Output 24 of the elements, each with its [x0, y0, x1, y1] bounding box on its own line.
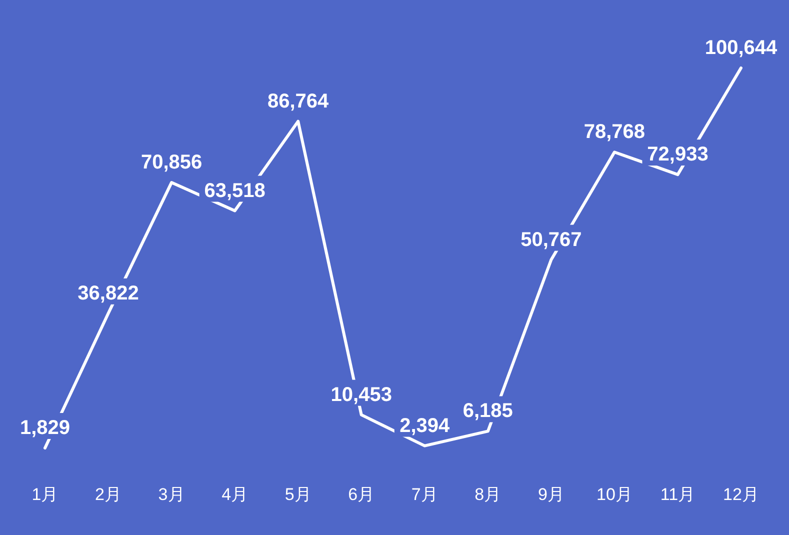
data-label: 50,767 — [520, 228, 582, 251]
data-label: 100,644 — [704, 37, 778, 59]
x-tick: 11月 — [660, 485, 696, 504]
data-label: 36,822 — [78, 282, 139, 304]
x-tick: 3月 — [158, 485, 185, 504]
data-label: 63,518 — [204, 180, 266, 202]
data-label: 72,933 — [647, 144, 708, 166]
data-label: 78,768 — [584, 121, 646, 144]
data-label: 6,185 — [462, 400, 513, 422]
x-tick: 1月 — [32, 485, 58, 504]
x-tick: 10月 — [596, 485, 632, 504]
data-label: 86,764 — [268, 90, 329, 112]
data-label: 10,453 — [330, 384, 392, 406]
x-tick: 5月 — [284, 485, 312, 504]
x-tick: 9月 — [538, 485, 564, 504]
data-label: 2,394 — [400, 414, 450, 437]
x-tick: 12月 — [723, 485, 759, 504]
x-tick: 6月 — [348, 485, 375, 504]
data-label: 70,856 — [140, 152, 202, 174]
x-tick: 7月 — [411, 485, 438, 504]
x-tick: 4月 — [222, 485, 248, 504]
x-tick: 8月 — [474, 485, 502, 504]
data-label: 1,829 — [20, 416, 70, 439]
x-tick: 2月 — [95, 485, 122, 504]
